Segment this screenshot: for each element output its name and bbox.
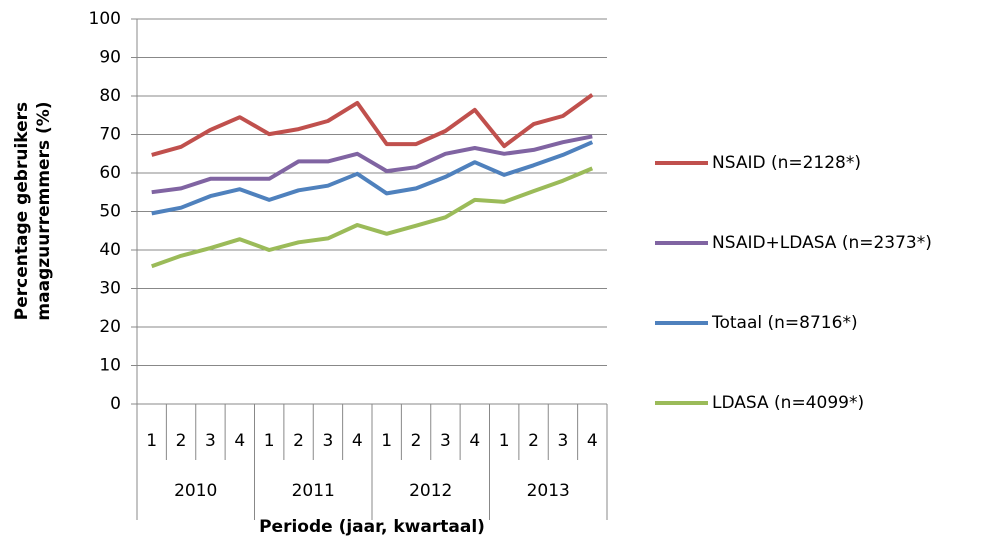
x-tick-label: 2 [176,431,187,451]
y-tick-label: 90 [99,48,121,68]
x-group-label: 2012 [409,481,452,501]
y-tick-label: 30 [99,279,121,299]
x-group-label: 2010 [174,481,217,501]
series-line [151,93,594,157]
y-tick-label: 80 [99,86,121,106]
y-axis-label: Percentage gebruikers [12,102,32,320]
series-line [151,134,593,195]
x-tick-label: 1 [264,431,275,451]
y-tick-label: 0 [110,394,121,414]
x-tick-label: 4 [587,431,598,451]
x-group-label: 2011 [292,481,335,501]
y-tick-label: 40 [99,240,121,260]
y-tick-label: 20 [99,317,121,337]
series-line [151,140,594,216]
x-tick-label: 2 [293,431,304,451]
x-group-label: 2013 [527,481,570,501]
y-tick-label: 50 [99,202,121,222]
y-tick-label: 70 [99,125,121,145]
series-line [151,166,594,269]
x-tick-label: 2 [411,431,422,451]
legend-label: LDASA (n=4099*) [712,393,864,413]
legend-label: NSAID (n=2128*) [712,153,861,173]
x-tick-label: 4 [469,431,480,451]
x-tick-label: 3 [205,431,216,451]
x-tick-label: 1 [146,431,157,451]
x-tick-label: 4 [352,431,363,451]
y-tick-label: 10 [99,356,121,376]
x-tick-label: 1 [381,431,392,451]
x-tick-label: 2 [528,431,539,451]
x-tick-label: 1 [499,431,510,451]
y-axis-label: maagzuurremmers (%) [34,101,54,320]
x-tick-label: 3 [440,431,451,451]
x-tick-label: 3 [323,431,334,451]
legend-label: Totaal (n=8716*) [711,313,858,333]
x-tick-label: 4 [234,431,245,451]
legend-label: NSAID+LDASA (n=2373*) [712,233,932,253]
x-axis-label: Periode (jaar, kwartaal) [259,517,485,537]
y-tick-label: 60 [99,163,121,183]
x-tick-label: 3 [558,431,569,451]
y-tick-label: 100 [89,9,121,29]
